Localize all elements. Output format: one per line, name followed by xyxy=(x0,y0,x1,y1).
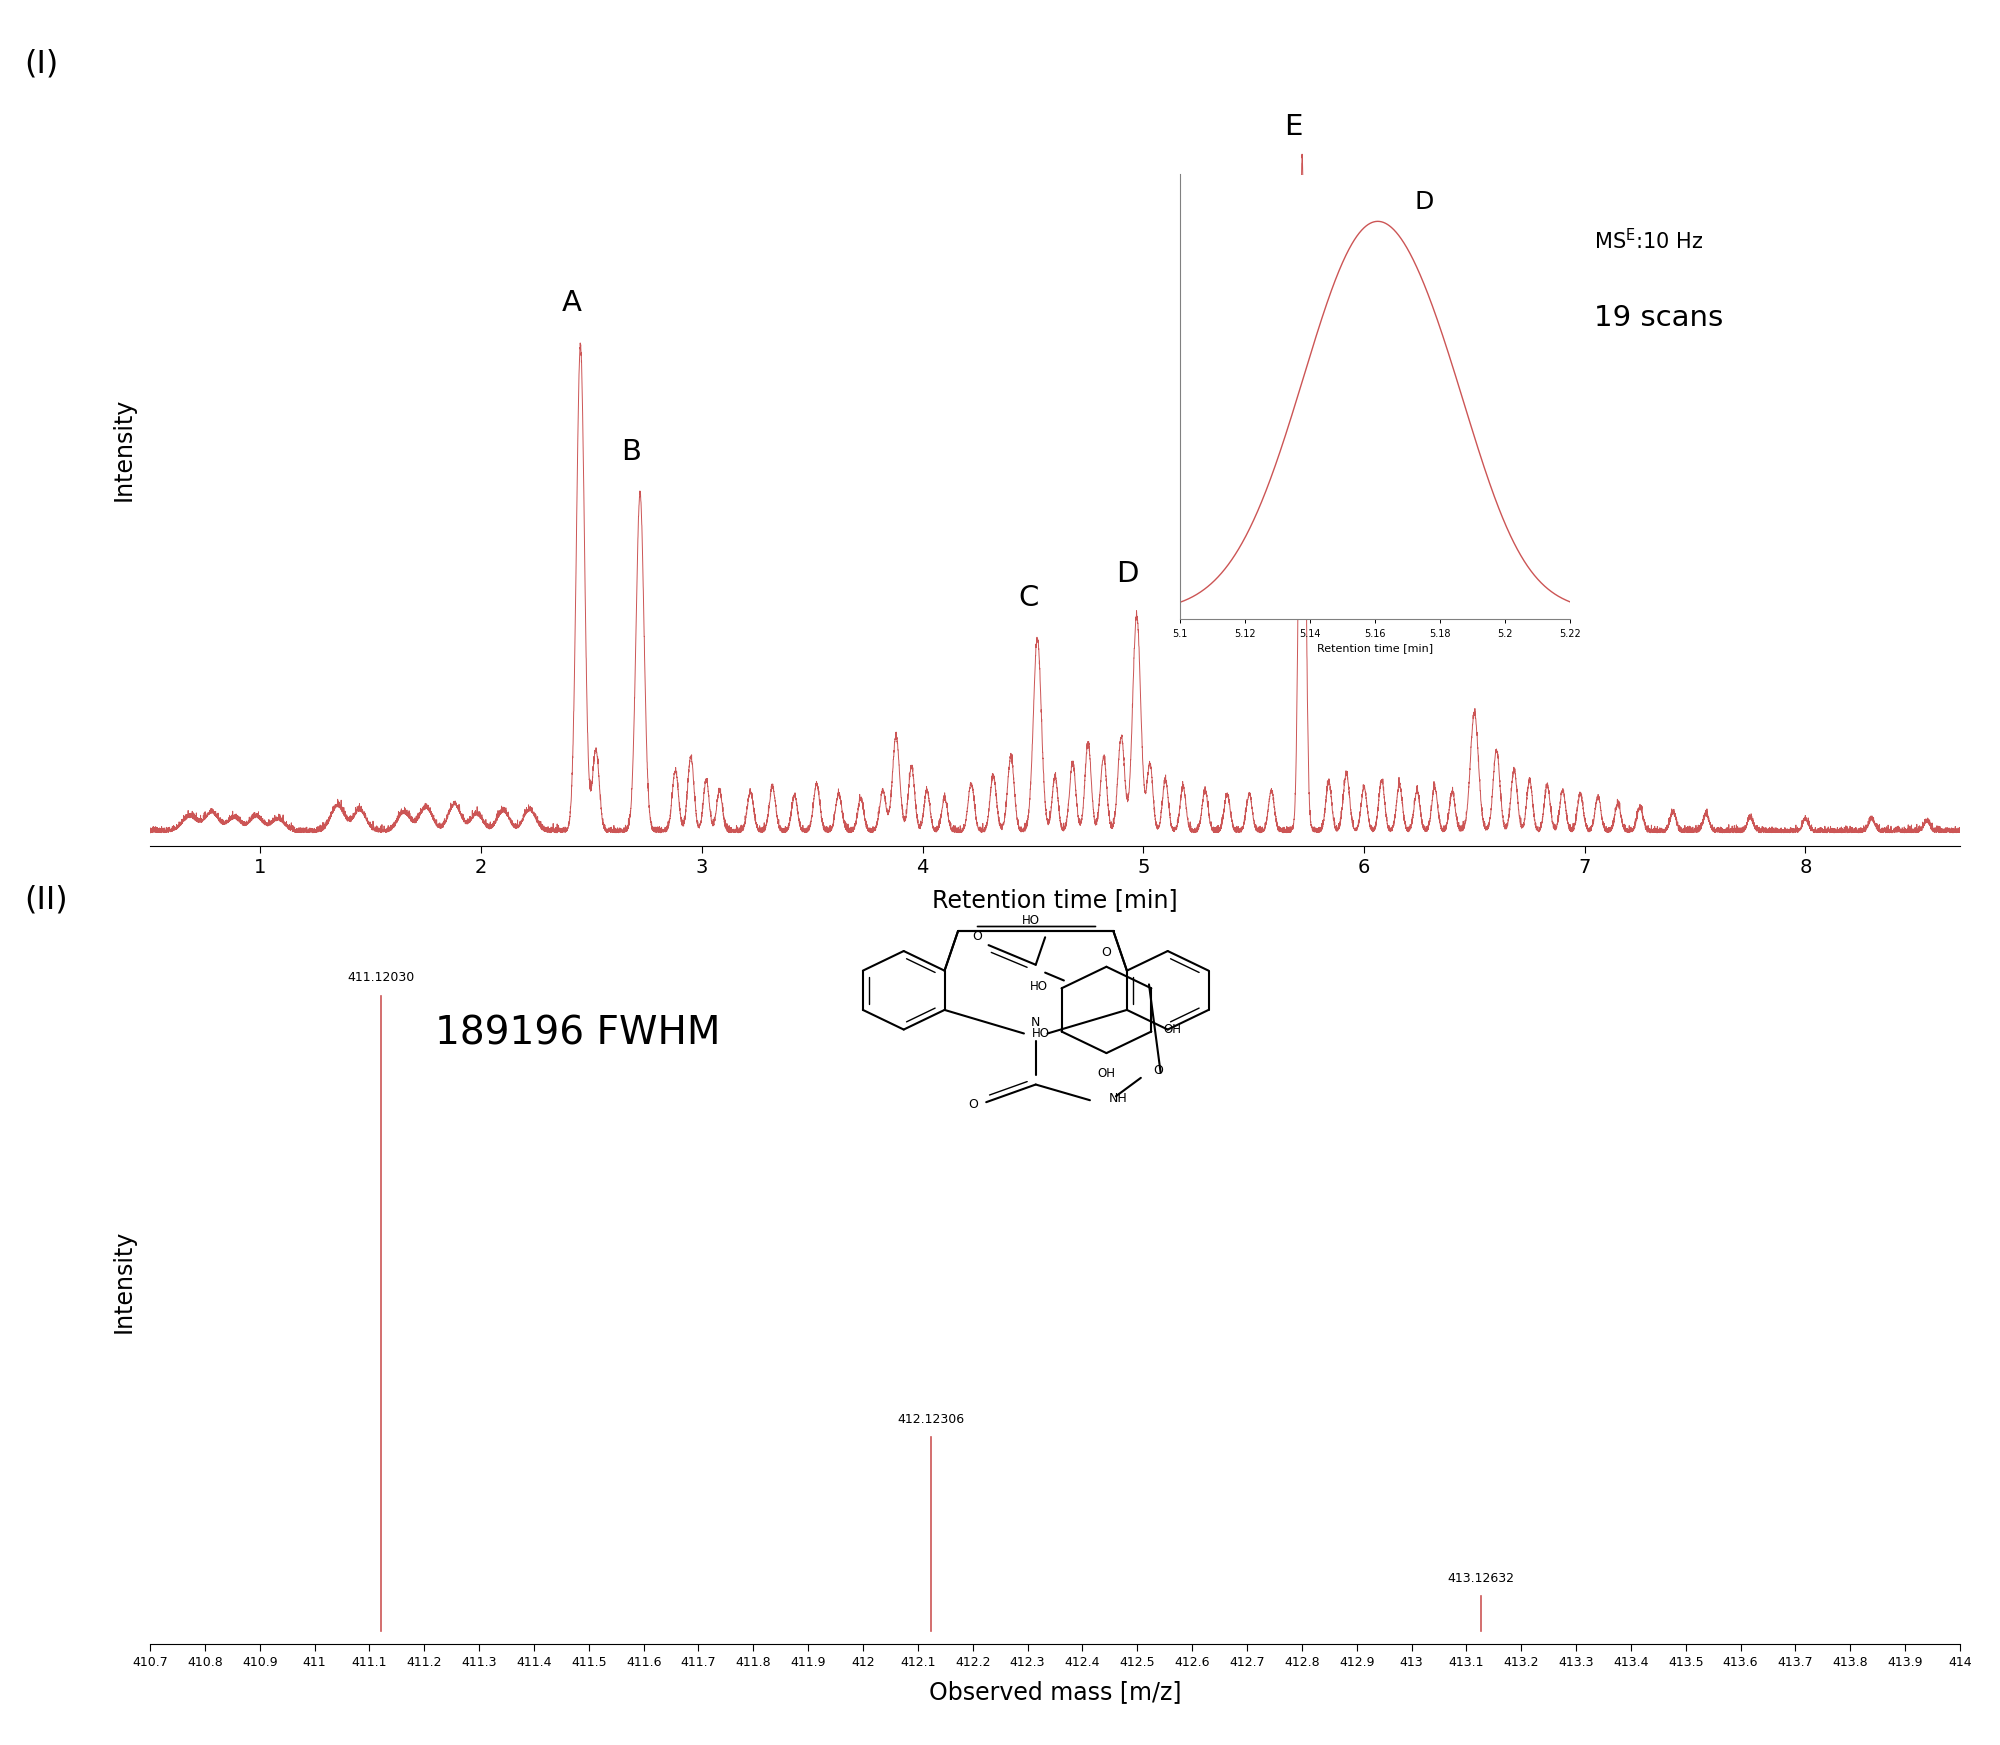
Text: A: A xyxy=(562,290,582,318)
X-axis label: Observed mass [m/z]: Observed mass [m/z] xyxy=(928,1680,1182,1703)
Text: NH: NH xyxy=(1108,1092,1128,1105)
Text: O: O xyxy=(1154,1064,1164,1077)
Text: D: D xyxy=(1414,190,1434,213)
Text: MS$^{\mathregular{E}}$:10 Hz: MS$^{\mathregular{E}}$:10 Hz xyxy=(1594,229,1704,253)
Y-axis label: Intensity: Intensity xyxy=(112,398,136,501)
Text: HO: HO xyxy=(1030,981,1048,993)
Text: (I): (I) xyxy=(24,49,58,80)
Text: D: D xyxy=(1116,560,1140,588)
Text: 413.12632: 413.12632 xyxy=(1448,1572,1514,1584)
Text: 412.12306: 412.12306 xyxy=(896,1413,964,1426)
Text: O: O xyxy=(1102,946,1112,960)
Text: O: O xyxy=(972,930,982,942)
Text: N: N xyxy=(1032,1016,1040,1030)
X-axis label: Retention time [min]: Retention time [min] xyxy=(1316,642,1434,653)
X-axis label: Retention time [min]: Retention time [min] xyxy=(932,888,1178,913)
Text: C: C xyxy=(1018,585,1038,612)
Text: (II): (II) xyxy=(24,885,68,916)
Text: E: E xyxy=(1284,113,1302,141)
Text: 19 scans: 19 scans xyxy=(1594,304,1724,332)
Text: 189196 FWHM: 189196 FWHM xyxy=(436,1016,720,1052)
Text: HO: HO xyxy=(1022,914,1040,928)
Text: O: O xyxy=(968,1098,978,1110)
Text: OH: OH xyxy=(1098,1066,1116,1080)
Text: HO: HO xyxy=(1032,1028,1050,1040)
Text: B: B xyxy=(622,438,642,466)
Y-axis label: Intensity: Intensity xyxy=(112,1230,136,1333)
Text: OH: OH xyxy=(1164,1023,1182,1037)
Text: 411.12030: 411.12030 xyxy=(346,972,414,984)
